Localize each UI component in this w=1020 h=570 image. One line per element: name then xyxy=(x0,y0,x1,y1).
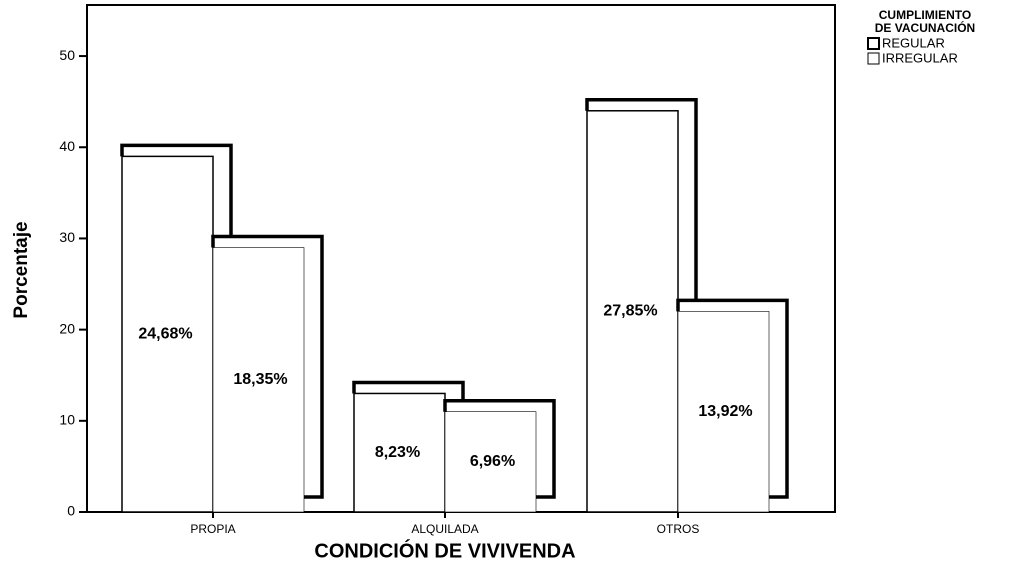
bar xyxy=(212,247,305,513)
y-tick-label: 40 xyxy=(59,138,75,154)
x-tick-label: OTROS xyxy=(657,522,700,536)
bar xyxy=(121,155,214,513)
x-tick-label: ALQUILADA xyxy=(411,522,478,536)
bar xyxy=(353,392,446,513)
bar xyxy=(586,110,679,513)
legend-title: CUMPLIMIENTO xyxy=(879,8,971,22)
legend-label: REGULAR xyxy=(882,35,945,50)
legend-swatch xyxy=(867,37,880,50)
bar xyxy=(444,411,537,513)
bar-annotation: 27,85% xyxy=(603,303,657,320)
bar-annotation: 13,92% xyxy=(698,403,752,420)
y-tick-label: 30 xyxy=(59,229,75,245)
y-tick-label: 0 xyxy=(67,503,75,519)
y-tick-label: 50 xyxy=(59,47,75,63)
y-tick-label: 10 xyxy=(59,412,75,428)
x-axis-label: CONDICIÓN DE VIVIVENDA xyxy=(314,538,575,562)
y-axis-label: Porcentaje xyxy=(11,221,32,318)
y-tick-label: 20 xyxy=(59,320,75,336)
x-tick-label: PROPIA xyxy=(190,522,235,536)
bar xyxy=(677,311,770,513)
bar-annotation: 24,68% xyxy=(138,325,192,342)
legend-label: IRREGULAR xyxy=(882,50,958,65)
legend-title: DE VACUNACIÓN xyxy=(875,20,975,35)
bar-annotation: 8,23% xyxy=(375,444,420,461)
legend-swatch xyxy=(867,52,880,65)
bar-annotation: 18,35% xyxy=(233,371,287,388)
bar-annotation: 6,96% xyxy=(470,453,515,470)
